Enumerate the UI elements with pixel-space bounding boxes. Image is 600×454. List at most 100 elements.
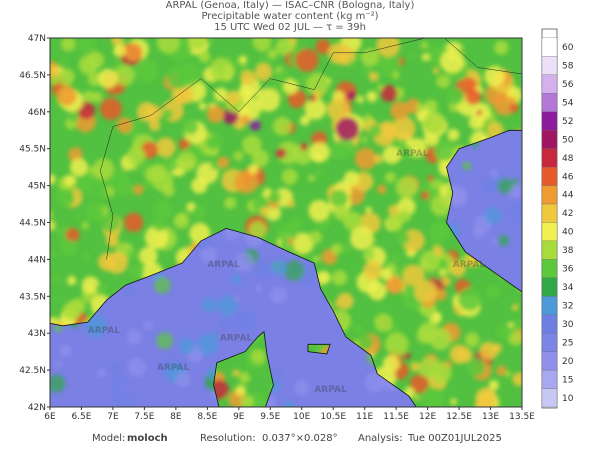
lat-label: 44.5N: [19, 219, 46, 229]
field-patch: [391, 254, 401, 264]
colorbar-box: [541, 333, 558, 352]
field-patch: [91, 91, 103, 103]
field-patch: [363, 249, 375, 261]
field-patch: [497, 235, 510, 247]
field-patch: [450, 398, 457, 406]
field-patch: [238, 55, 248, 65]
field-patch: [198, 102, 207, 111]
field-patch: [217, 156, 230, 169]
field-patch: [362, 65, 373, 76]
field-patch: [343, 170, 360, 187]
field-patch: [275, 38, 294, 56]
field-patch: [430, 362, 452, 384]
colorbar-box: [541, 148, 558, 168]
field-patch: [299, 75, 309, 84]
field-patch: [425, 99, 438, 113]
field-patch: [253, 260, 272, 279]
field-patch: [114, 395, 135, 407]
field-patch: [60, 38, 76, 52]
field-patch: [331, 243, 343, 255]
field-patch: [511, 303, 519, 311]
footer-value: Tue 00Z01JUL2025: [407, 433, 502, 444]
field-patch: [465, 89, 482, 105]
colorbar-box: [541, 296, 558, 315]
field-patch: [299, 115, 311, 126]
field-patch: [69, 113, 79, 123]
field-patch: [110, 362, 120, 373]
field-patch: [205, 136, 219, 150]
field-patch: [507, 330, 522, 346]
field-patch: [295, 48, 319, 72]
field-patch: [468, 114, 484, 130]
field-patch: [441, 276, 451, 286]
field-patch: [236, 310, 256, 330]
field-patch: [251, 149, 269, 167]
field-patch: [251, 349, 266, 364]
colorbar-label: 58: [562, 62, 574, 72]
field-patch: [287, 199, 295, 208]
colorbar-box: [541, 37, 558, 57]
lon-label: 7E: [107, 412, 119, 422]
field-patch: [77, 38, 97, 56]
field-patch: [300, 142, 308, 151]
colorbar-label: 60: [562, 43, 574, 53]
field-patch: [65, 227, 80, 242]
lat-label: 43.5N: [19, 292, 46, 302]
field-patch: [113, 44, 127, 58]
field-patch: [497, 178, 513, 194]
lon-label: 8.5E: [197, 412, 217, 422]
colorbar-label: 48: [562, 154, 574, 164]
lat-label: 45.5N: [19, 145, 46, 155]
field-patch: [133, 184, 144, 195]
field-patch: [220, 317, 234, 330]
field-patch: [234, 169, 258, 194]
field-patch: [52, 274, 62, 284]
lat-label: 42.5N: [19, 366, 46, 376]
field-patch: [97, 368, 107, 378]
watermark: ARPAL: [207, 260, 240, 270]
field-patch: [413, 394, 421, 402]
field-patch: [449, 344, 469, 364]
field-patch: [314, 342, 325, 353]
field-patch: [210, 160, 220, 170]
field-patch: [283, 260, 305, 281]
colorbar-box: [541, 240, 558, 260]
field-patch: [439, 269, 447, 276]
field-patch: [317, 270, 331, 285]
field-patch: [354, 147, 377, 170]
field-patch: [484, 65, 506, 87]
field-patch: [85, 187, 96, 198]
field-patch: [433, 312, 440, 319]
field-patch: [368, 124, 382, 138]
map-field: ARPAL ARPAL ARPAL ARPAL ARPAL ARPAL ARPAL: [50, 38, 522, 407]
field-patch: [336, 292, 354, 310]
watermark: ARPAL: [314, 385, 347, 395]
field-patch: [464, 332, 480, 348]
field-patch: [378, 60, 390, 72]
field-patch: [92, 158, 115, 180]
field-patch: [388, 204, 401, 217]
field-patch: [84, 201, 105, 222]
field-patch: [166, 66, 190, 90]
colorbar-box: [541, 259, 558, 278]
field-patch: [306, 72, 330, 97]
field-patch: [395, 231, 410, 246]
field-patch: [126, 250, 137, 260]
field-patch: [64, 174, 76, 187]
footer-value: moloch: [127, 433, 168, 444]
field-patch: [422, 111, 446, 135]
field-patch: [414, 279, 438, 304]
field-patch: [177, 212, 189, 224]
field-patch: [265, 205, 282, 221]
field-patch: [240, 70, 256, 86]
field-patch: [82, 252, 92, 262]
field-patch: [143, 321, 153, 330]
field-patch: [54, 360, 63, 369]
field-patch: [462, 161, 472, 171]
field-patch: [224, 197, 237, 210]
field-patch: [433, 139, 456, 162]
field-patch: [174, 85, 194, 105]
field-patch: [150, 163, 167, 180]
field-patch: [234, 252, 254, 272]
field-patch: [315, 168, 325, 178]
